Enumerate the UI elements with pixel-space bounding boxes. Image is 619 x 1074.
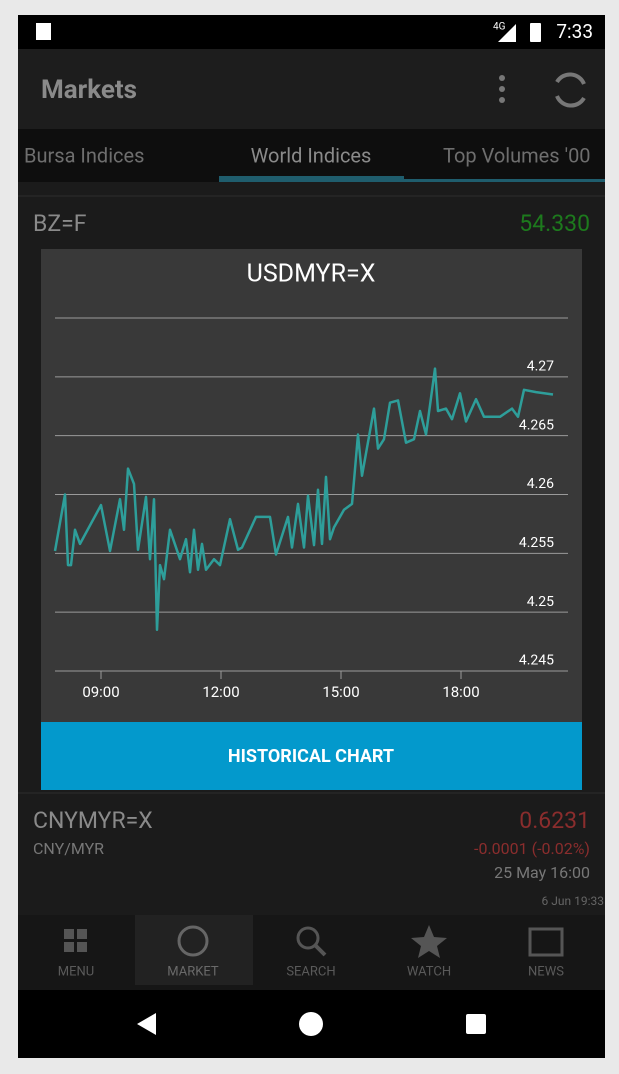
overflow-menu[interactable] — [499, 75, 505, 103]
x-tick-label: 18:00 — [442, 683, 479, 701]
network-type: 4G — [493, 22, 506, 33]
y-tick-label: 4.245 — [519, 653, 554, 669]
updated-time: 6 Jun 19:33 — [542, 894, 604, 908]
x-tick-label: 15:00 — [322, 683, 359, 701]
nav-item[interactable]: MARKET — [167, 964, 219, 979]
nav-item[interactable]: WATCH — [407, 964, 451, 979]
date: 25 May 16:00 — [494, 863, 590, 882]
historical-chart-button[interactable] — [41, 722, 582, 790]
instrument-name: CNY/MYR — [33, 839, 104, 858]
app-title: Markets — [41, 75, 137, 105]
home-button[interactable] — [299, 1012, 323, 1036]
change: -0.0001 (-0.02%) — [474, 839, 590, 858]
tab-indicator — [219, 176, 404, 182]
y-tick-label: 4.25 — [527, 594, 554, 610]
dialog-title: USDMYR=X — [247, 260, 376, 289]
nav-icons — [64, 925, 564, 958]
y-tick-label: 4.265 — [519, 417, 554, 433]
tab[interactable]: Bursa Indices — [24, 143, 144, 167]
chart: 4.245 4.25 4.255 4.26 4.265 4.27 09:00 12:00 15:… — [53, 359, 568, 701]
button-label[interactable]: HISTORICAL CHART — [228, 746, 394, 767]
y-tick-label: 4.26 — [527, 476, 554, 492]
symbol: BZ=F — [33, 210, 87, 237]
tab-bar — [18, 129, 605, 182]
symbol: CNYMYR=X — [33, 807, 153, 834]
x-tick-label: 09:00 — [82, 683, 119, 701]
clock: 7:33 — [556, 20, 593, 43]
price-line — [53, 367, 554, 632]
price: 54.330 — [519, 210, 590, 237]
refresh-button[interactable] — [555, 72, 586, 108]
app-bar — [18, 49, 605, 129]
nav-item[interactable]: NEWS — [528, 964, 564, 979]
tab[interactable]: Top Volumes '00 — [443, 143, 591, 167]
tab[interactable]: World Indices — [251, 143, 372, 167]
y-tick-label: 4.27 — [527, 359, 554, 375]
nav-item[interactable]: SEARCH — [286, 964, 335, 979]
status-bar — [18, 15, 605, 49]
price: 0.6231 — [519, 807, 590, 834]
nav-item[interactable]: MENU — [58, 964, 94, 979]
x-tick-label: 12:00 — [202, 683, 239, 701]
signal-icon — [498, 24, 516, 42]
tab-underline — [404, 179, 605, 182]
recents-button[interactable] — [466, 1014, 486, 1034]
battery-icon — [530, 23, 541, 42]
notification-icon — [36, 23, 51, 40]
back-button[interactable] — [137, 1013, 156, 1035]
y-tick-label: 4.255 — [519, 535, 554, 551]
